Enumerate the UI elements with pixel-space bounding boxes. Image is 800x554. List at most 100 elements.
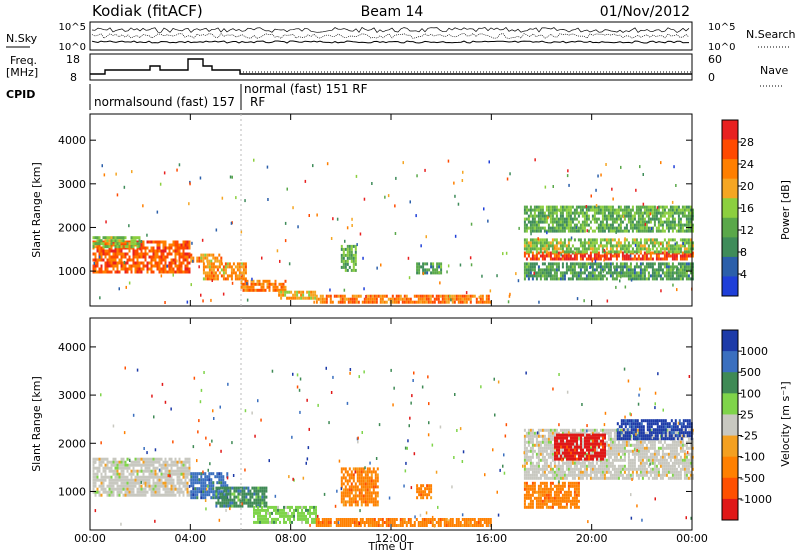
heatmap-cell: [216, 265, 219, 269]
heatmap-cell: [673, 250, 676, 254]
heatmap-cell: [182, 475, 185, 479]
heatmap-speck: [446, 270, 448, 274]
heatmap-cell: [581, 446, 584, 450]
heatmap-cell: [547, 452, 550, 456]
heatmap-cell: [601, 250, 604, 254]
heatmap-cell: [228, 274, 231, 278]
heatmap-cell: [98, 493, 101, 497]
freq-label-line1: Freq.: [10, 54, 37, 67]
heatmap-cell: [639, 226, 642, 230]
heatmap-cell: [559, 251, 562, 255]
heatmap-cell: [479, 524, 482, 527]
heatmap-cell: [691, 241, 694, 245]
heatmap-cell: [665, 257, 668, 261]
heatmap-cell: [585, 257, 588, 261]
heatmap-cell: [677, 223, 680, 227]
heatmap-cell: [184, 472, 187, 476]
heatmap-cell: [663, 257, 666, 261]
heatmap-cell: [118, 270, 121, 274]
heatmap-cell: [601, 247, 604, 251]
heatmap-cell: [168, 267, 171, 271]
heatmap-cell: [525, 247, 528, 251]
heatmap-cell: [335, 524, 338, 527]
heatmap-cell: [597, 226, 600, 230]
heatmap-speck: [123, 185, 126, 189]
heatmap-cell: [164, 472, 167, 476]
heatmap-cell: [465, 294, 468, 298]
heatmap-cell: [573, 431, 576, 435]
heatmap-cell: [415, 300, 418, 304]
heatmap-cell: [375, 297, 378, 301]
heatmap-cell: [555, 241, 558, 245]
heatmap-cell: [296, 296, 299, 300]
heatmap-cell: [595, 265, 598, 269]
heatmap-cell: [571, 428, 574, 432]
heatmap-cell: [537, 241, 540, 245]
heatmap-cell: [555, 208, 558, 212]
heatmap-cell: [541, 254, 544, 258]
heatmap-cell: [349, 521, 352, 524]
heatmap-cell: [164, 478, 167, 482]
heatmap-cell: [539, 443, 542, 447]
heatmap-cell: [569, 431, 572, 435]
heatmap-cell: [225, 504, 228, 508]
heatmap-cell: [142, 252, 145, 256]
heatmap-cell: [96, 490, 99, 494]
heatmap-cell: [370, 479, 373, 483]
heatmap-cell: [134, 255, 137, 259]
heatmap-cell: [539, 277, 542, 281]
heatmap-cell: [364, 482, 367, 486]
heatmap-cell: [587, 205, 590, 209]
heatmap-cell: [104, 469, 107, 473]
heatmap-cell: [176, 252, 179, 256]
heatmap-cell: [210, 265, 213, 269]
heatmap-cell: [150, 469, 153, 473]
heatmap-cell: [595, 461, 598, 465]
heatmap-cell: [593, 262, 596, 266]
heatmap-cell: [467, 524, 470, 527]
heatmap-cell: [368, 494, 371, 498]
heatmap-cell: [369, 297, 372, 301]
heatmap-cell: [144, 463, 147, 467]
heatmap-cell: [136, 258, 139, 262]
heatmap-cell: [627, 443, 630, 447]
heatmap-cell: [114, 242, 117, 246]
heatmap-cell: [266, 279, 269, 283]
heatmap-cell: [172, 478, 175, 482]
heatmap-cell: [619, 205, 622, 209]
heatmap-cell: [292, 296, 295, 300]
heatmap-cell: [267, 517, 269, 521]
heatmap-cell: [210, 490, 213, 494]
heatmap-cell: [607, 470, 610, 474]
heatmap-cell: [537, 452, 540, 456]
heatmap-cell: [343, 524, 346, 527]
heatmap-cell: [603, 208, 606, 212]
heatmap-cell: [603, 464, 606, 468]
heatmap-cell: [140, 487, 143, 491]
heatmap-cell: [315, 508, 317, 512]
heatmap-cell: [585, 220, 588, 224]
heatmap-cell: [561, 262, 564, 266]
heatmap-cell: [212, 268, 215, 272]
heatmap-cell: [681, 274, 684, 278]
heatmap-cell: [537, 464, 540, 468]
heatmap-cell: [633, 268, 636, 272]
heatmap-cell: [535, 238, 538, 242]
heatmap-cell: [629, 217, 632, 221]
heatmap-cell: [96, 239, 99, 243]
heatmap-cell: [347, 300, 350, 304]
heatmap-cell: [597, 271, 600, 275]
heatmap-cell: [527, 440, 530, 444]
heatmap-cell: [154, 472, 157, 476]
heatmap-cell: [208, 253, 211, 257]
heatmap-speck: [244, 199, 246, 203]
heatmap-cell: [273, 505, 275, 509]
heatmap-cell: [565, 461, 568, 465]
heatmap-cell: [112, 493, 115, 497]
heatmap-cell: [601, 265, 604, 269]
heatmap-cell: [239, 489, 242, 493]
heatmap-cell: [607, 211, 610, 215]
heatmap-cell: [94, 493, 97, 497]
heatmap-cell: [681, 223, 684, 227]
